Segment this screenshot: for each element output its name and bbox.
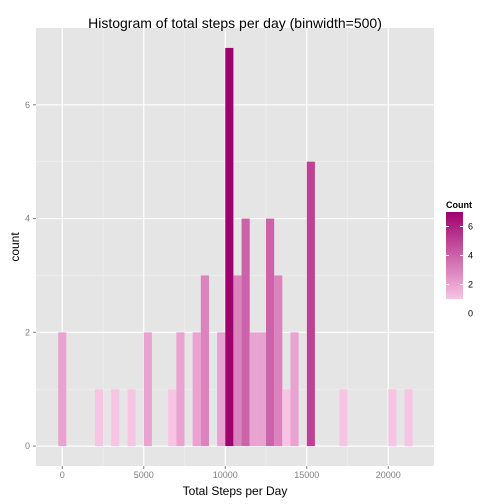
legend: Count 0 2 4 6 (446, 200, 473, 319)
chart-title: Histogram of total steps per day (binwid… (88, 15, 382, 31)
x-tick-label: 15000 (294, 470, 319, 480)
legend-tick-label: 6 (468, 222, 473, 232)
x-tick-label: 10000 (213, 470, 238, 480)
histogram-bar (176, 332, 185, 447)
x-tick-label: 5000 (134, 470, 154, 480)
legend-tick-label: 0 (468, 309, 473, 319)
y-tick-label: 2 (25, 327, 30, 337)
y-axis-title: count (8, 232, 22, 262)
x-tick-label: 20000 (376, 470, 401, 480)
histogram-bar (217, 332, 226, 447)
histogram-bar (111, 389, 120, 447)
histogram-bar (58, 332, 67, 447)
histogram-bar (200, 275, 209, 447)
histogram-bar (404, 389, 413, 447)
histogram-bar (249, 332, 258, 447)
histogram-bar (339, 389, 348, 447)
histogram-bar (306, 161, 315, 447)
histogram-bar (168, 389, 177, 447)
histogram-bar (282, 389, 291, 447)
histogram-bar (143, 332, 152, 447)
histogram-bar (290, 332, 299, 447)
legend-colorbar (446, 212, 463, 299)
x-tick-label: 0 (60, 470, 65, 480)
legend-tick-label: 2 (468, 280, 473, 290)
histogram-bar (388, 389, 397, 447)
histogram-bar (241, 218, 250, 447)
histogram-bar (94, 389, 104, 447)
y-tick-label: 0 (25, 441, 30, 451)
histogram-bar (192, 332, 201, 447)
histogram-bar (257, 332, 267, 447)
legend-title: Count (446, 200, 472, 210)
x-axis-title: Total Steps per Day (183, 484, 288, 498)
histogram-bar (127, 389, 136, 447)
legend-tick-label: 4 (468, 251, 473, 261)
histogram-bar (233, 275, 242, 447)
y-tick-label: 4 (25, 214, 30, 224)
histogram-bar (266, 218, 275, 447)
bars (58, 47, 413, 447)
y-tick-label: 6 (25, 100, 30, 110)
legend-ticks: 0 2 4 6 (446, 222, 473, 319)
histogram-bar (225, 47, 234, 447)
y-axis-ticks: 0 2 4 6 (25, 100, 36, 451)
x-axis-ticks: 0 5000 10000 15000 20000 (60, 466, 401, 480)
histogram-bar (274, 275, 283, 447)
